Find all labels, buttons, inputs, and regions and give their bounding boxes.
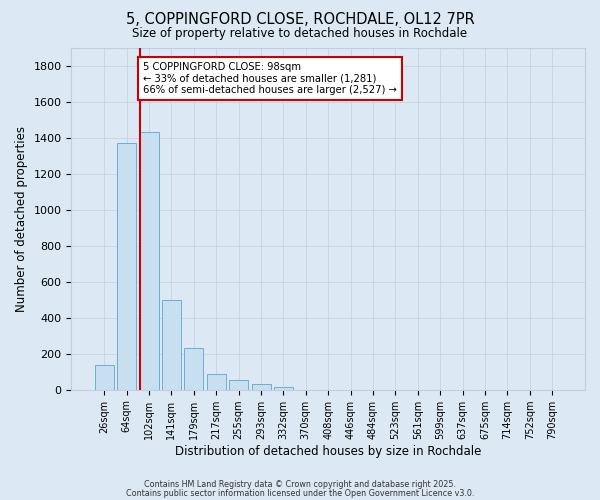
Text: 5 COPPINGFORD CLOSE: 98sqm
← 33% of detached houses are smaller (1,281)
66% of s: 5 COPPINGFORD CLOSE: 98sqm ← 33% of deta… bbox=[143, 62, 397, 95]
Bar bbox=[140, 132, 158, 390]
X-axis label: Distribution of detached houses by size in Rochdale: Distribution of detached houses by size … bbox=[175, 444, 481, 458]
Bar bbox=[229, 380, 248, 390]
Bar bbox=[207, 374, 226, 390]
Bar bbox=[95, 364, 114, 390]
Bar bbox=[162, 300, 181, 390]
Y-axis label: Number of detached properties: Number of detached properties bbox=[15, 126, 28, 312]
Bar bbox=[184, 348, 203, 390]
Text: Size of property relative to detached houses in Rochdale: Size of property relative to detached ho… bbox=[133, 28, 467, 40]
Text: Contains public sector information licensed under the Open Government Licence v3: Contains public sector information licen… bbox=[126, 488, 474, 498]
Text: Contains HM Land Registry data © Crown copyright and database right 2025.: Contains HM Land Registry data © Crown c… bbox=[144, 480, 456, 489]
Bar bbox=[117, 143, 136, 390]
Bar bbox=[251, 384, 271, 390]
Text: 5, COPPINGFORD CLOSE, ROCHDALE, OL12 7PR: 5, COPPINGFORD CLOSE, ROCHDALE, OL12 7PR bbox=[125, 12, 475, 28]
Bar bbox=[274, 387, 293, 390]
